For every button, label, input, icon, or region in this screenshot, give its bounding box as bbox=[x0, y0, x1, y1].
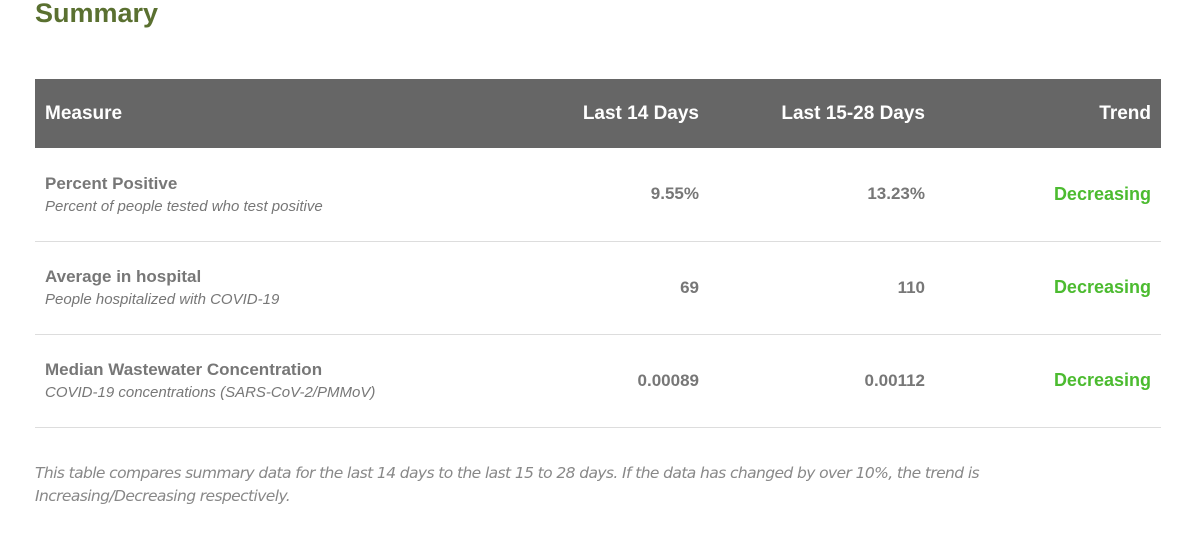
last-14-value: 69 bbox=[680, 277, 699, 297]
header-trend: Trend bbox=[1099, 102, 1151, 124]
measure-name: Median Wastewater Concentration bbox=[45, 360, 323, 379]
table-footnote: This table compares summary data for the… bbox=[35, 464, 980, 505]
table-row: Average in hospital People hospitalized w… bbox=[35, 241, 1161, 334]
table-row: Percent Positive Percent of people tested… bbox=[35, 148, 1161, 241]
measure-description: People hospitalized with COVID-19 bbox=[45, 291, 280, 308]
last-15-28-value: 13.23% bbox=[867, 184, 925, 204]
last-15-28-value: 110 bbox=[897, 277, 925, 297]
trend-value: Decreasing bbox=[1053, 183, 1151, 204]
last-14-value: 0.00089 bbox=[637, 370, 699, 390]
header-last-14-days: Last 14 Days bbox=[582, 102, 699, 124]
measure-description: COVID-19 concentrations (SARS-CoV-2/PMMo… bbox=[45, 384, 376, 401]
page-title: Summary bbox=[35, 0, 159, 28]
measure-name: Percent Positive bbox=[45, 173, 178, 193]
header-last-15-28-days: Last 15-28 Days bbox=[781, 102, 925, 124]
last-14-value: 9.55% bbox=[650, 184, 699, 204]
table-row: Median Wastewater Concentration COVID-19 … bbox=[35, 334, 1161, 427]
trend-value: Decreasing bbox=[1053, 277, 1151, 297]
header-measure: Measure bbox=[45, 102, 123, 124]
table-header-row: Measure Last 14 Days Last 15-28 Days Tre… bbox=[35, 79, 1161, 148]
last-15-28-value: 0.00112 bbox=[864, 370, 925, 390]
summary-table: Measure Last 14 Days Last 15-28 Days Tre… bbox=[35, 79, 1161, 428]
measure-description: Percent of people tested who test positi… bbox=[45, 197, 323, 215]
trend-value: Decreasing bbox=[1053, 370, 1151, 390]
measure-name: Average in hospital bbox=[45, 267, 202, 286]
